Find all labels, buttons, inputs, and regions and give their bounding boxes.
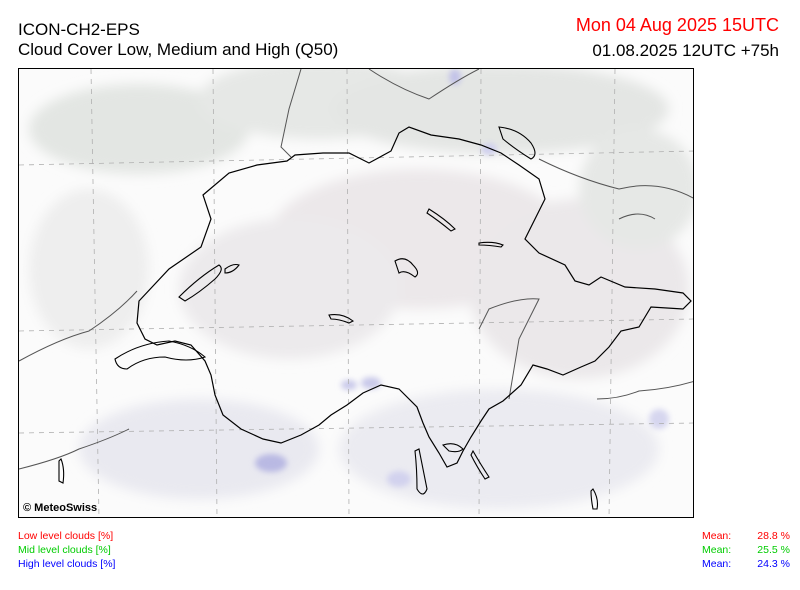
lake-biel	[224, 263, 240, 274]
high-cloud-patches	[255, 69, 669, 487]
lake-garda	[590, 488, 599, 510]
lake-como	[470, 449, 490, 480]
mean-mid-label: Mean:	[702, 544, 732, 556]
lake-lugano	[441, 443, 464, 453]
mean-mid-value: 25.5 %	[757, 544, 790, 556]
lake-maggiore	[414, 448, 428, 495]
legend-low: Low level clouds [%]	[18, 530, 114, 542]
legend-mid: Mid level clouds [%]	[18, 544, 111, 556]
lakes	[58, 126, 599, 510]
cloud-field	[29, 69, 693, 509]
lake-geneva	[114, 340, 207, 370]
mean-low-label: Mean:	[702, 530, 732, 542]
mean-high: Mean: 24.3 %	[702, 558, 790, 571]
mean-low-value: 28.8 %	[757, 530, 790, 542]
valid-time: Mon 04 Aug 2025 15UTC	[575, 15, 779, 35]
mean-high-value: 24.3 %	[757, 558, 790, 570]
lake-annecy	[58, 458, 65, 484]
map-credit: © MeteoSwiss	[23, 502, 98, 514]
mean-mid: Mean: 25.5 %	[702, 544, 790, 557]
product-title: Cloud Cover Low, Medium and High (Q50)	[18, 40, 339, 59]
lake-lucerne	[394, 258, 419, 278]
model-title: ICON-CH2-EPS	[18, 20, 140, 39]
switzerland-border	[136, 126, 692, 468]
mean-high-label: Mean:	[702, 558, 732, 570]
lake-neuchatel	[178, 264, 222, 302]
map-grid	[19, 69, 693, 517]
legend-high: High level clouds [%]	[18, 558, 116, 570]
country-borders	[19, 69, 693, 470]
lake-zurich	[426, 208, 456, 232]
map-canvas	[19, 69, 693, 517]
lake-walen	[478, 241, 504, 248]
lake-thun	[328, 314, 355, 324]
run-info: 01.08.2025 12UTC +75h	[592, 41, 779, 60]
mean-low: Mean: 28.8 %	[702, 530, 790, 543]
lake-constance	[498, 126, 536, 160]
cloud-cover-map: © MeteoSwiss	[18, 68, 694, 518]
